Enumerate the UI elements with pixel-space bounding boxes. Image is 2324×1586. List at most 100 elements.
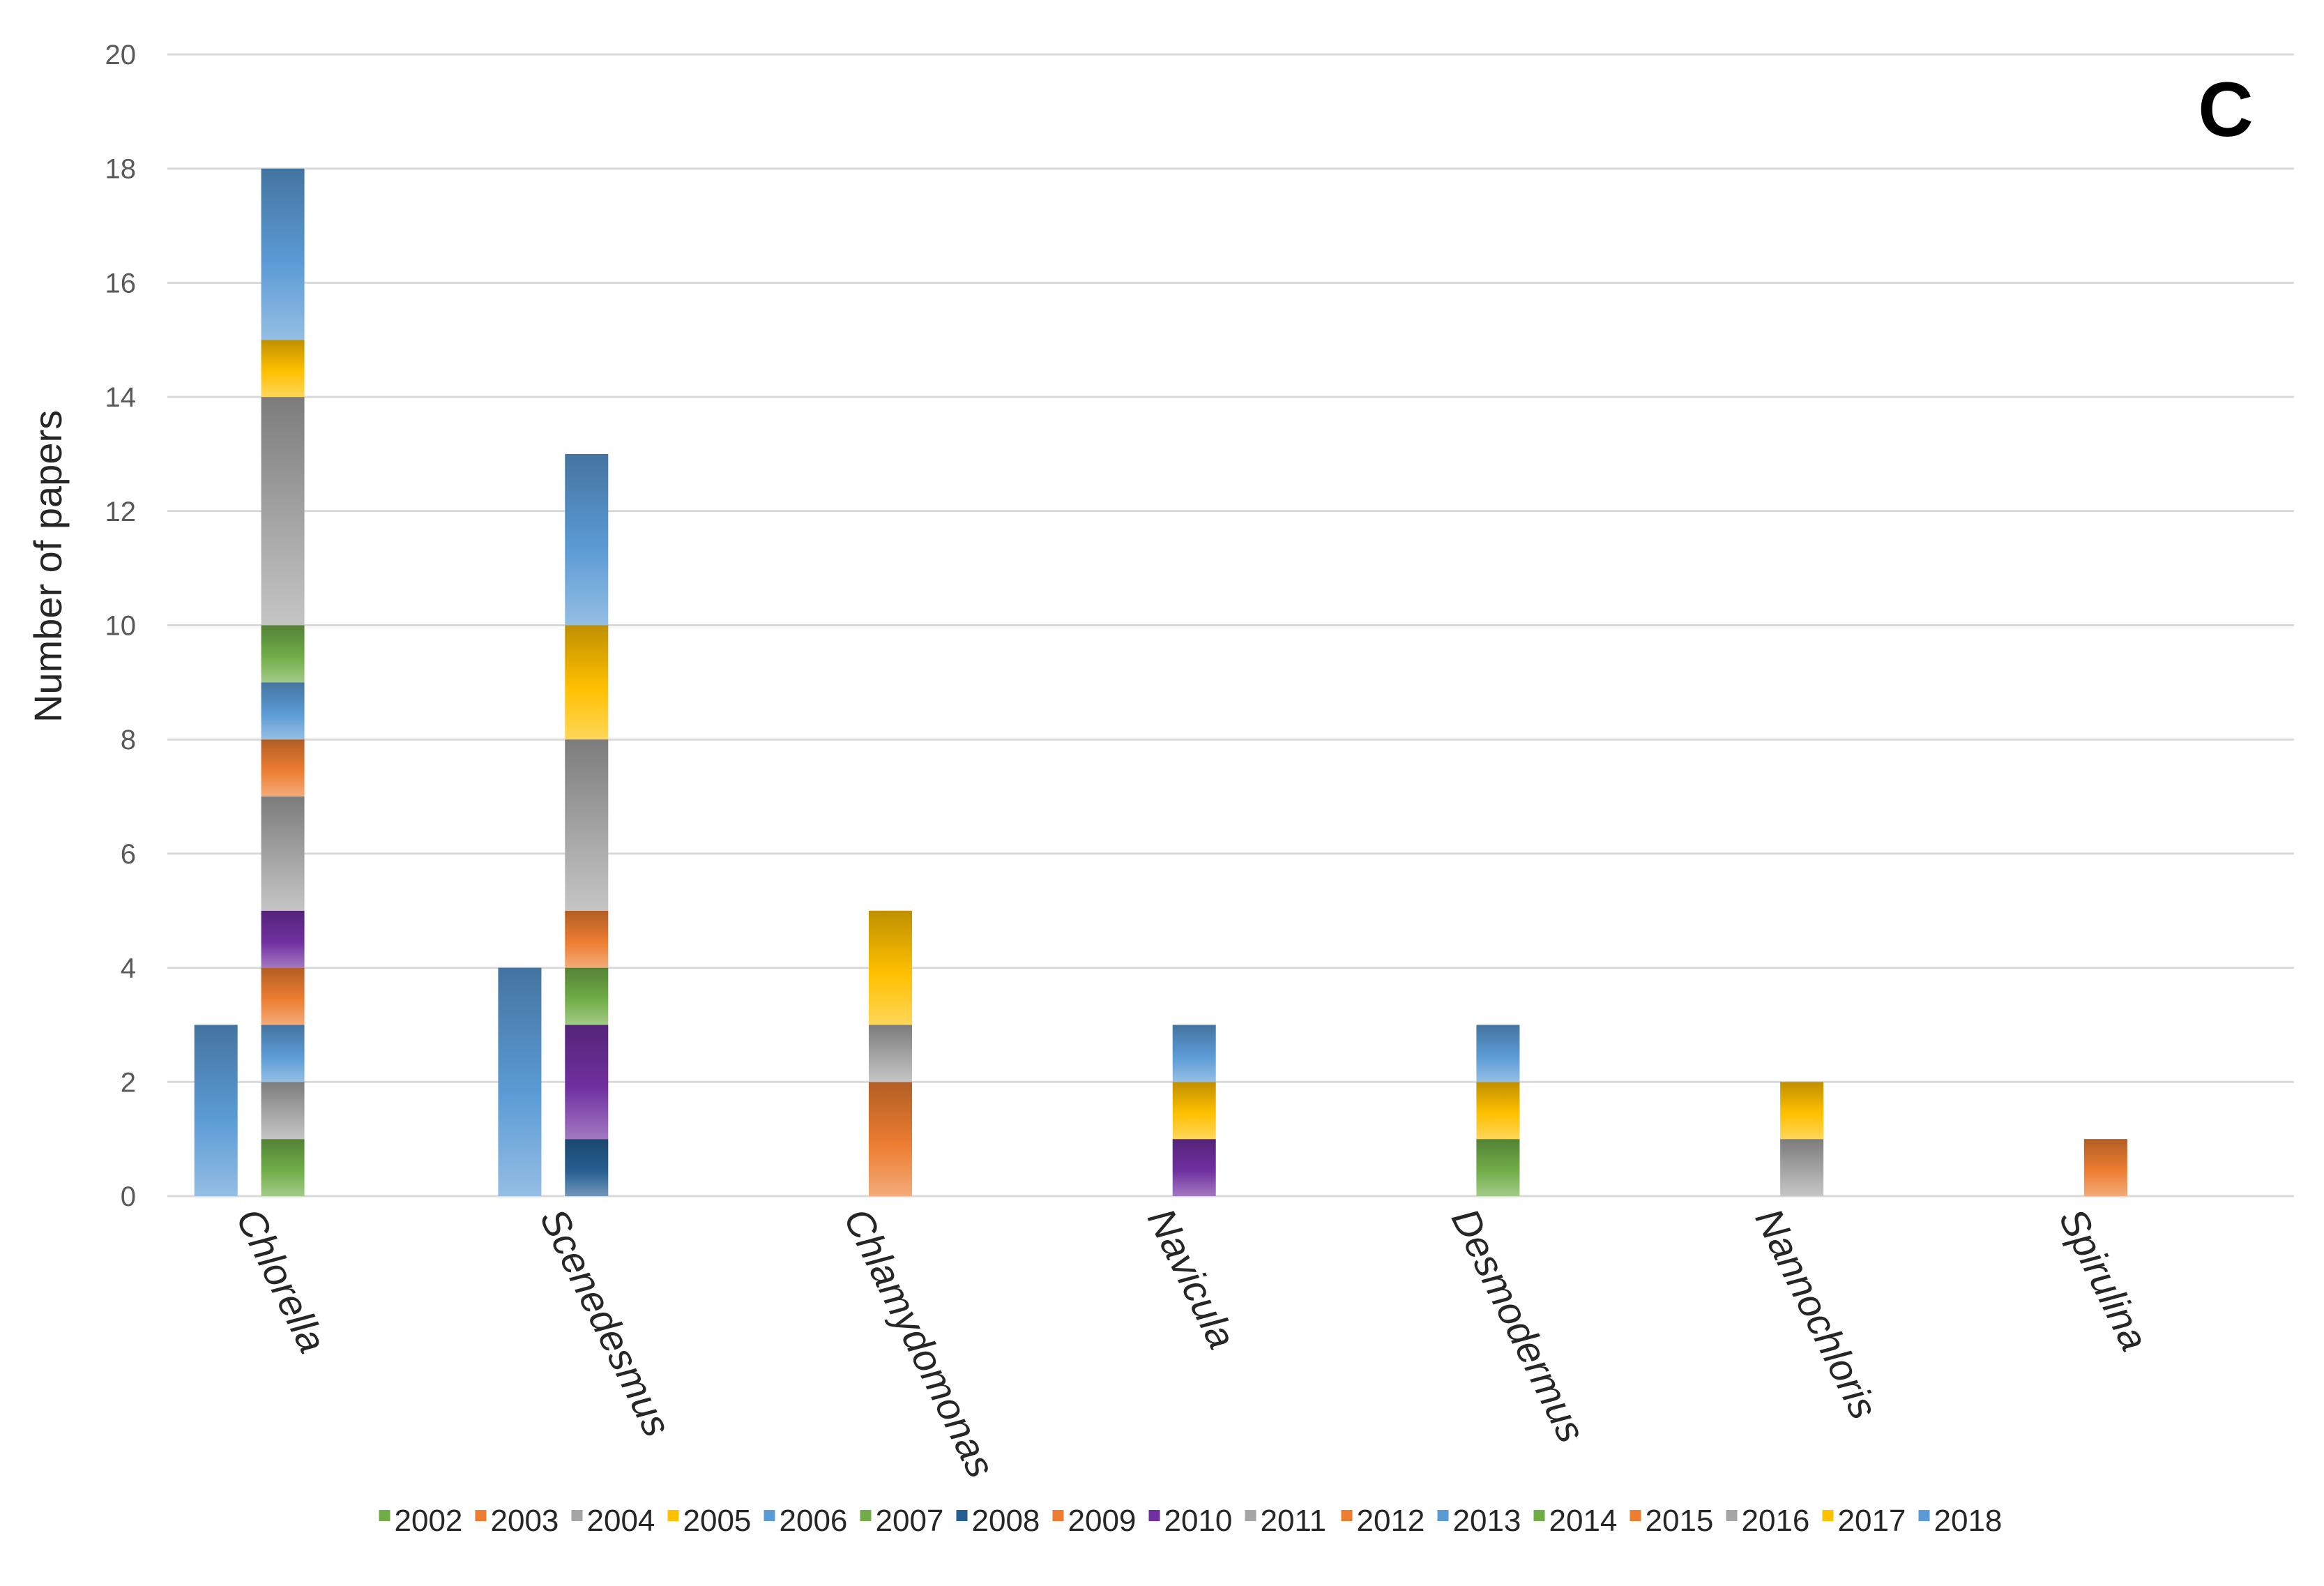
legend-swatch (1726, 1510, 1738, 1521)
y-tick-label: 10 (105, 611, 137, 642)
y-tick-label: 12 (105, 497, 137, 527)
bar-segment: Desmodermus 2007: 1 (1476, 1139, 1520, 1196)
legend-item: 2003 (475, 1504, 559, 1538)
bar-segment: Scenedesmus 2018: 3 (565, 453, 609, 626)
legend-item: 2005 (667, 1504, 752, 1538)
x-category-label: Scenedesmus (532, 1202, 680, 1444)
legend-label: 2006 (780, 1504, 848, 1538)
bar-segment: Chlorella 2013: 1 (261, 1025, 305, 1082)
bar-segment: Scenedesmus 2015: 1 (565, 910, 609, 968)
legend-label: 2013 (1453, 1504, 1521, 1538)
bar-segment: Navicula 2017: 1 (1172, 1082, 1216, 1140)
legend-item: 2013 (1437, 1504, 1521, 1538)
bar-segment: Scenedesmus 2008: 1 (565, 1139, 609, 1196)
bar-segment: Chlorella 2015: 1 (261, 967, 305, 1025)
bar-segment: Chlorella 2012: 1 (261, 739, 305, 797)
x-category-label: Chlamydomonas (835, 1202, 1003, 1484)
legend-swatch (571, 1510, 583, 1521)
legend-swatch (764, 1510, 775, 1521)
y-tick-label: 4 (121, 953, 136, 984)
bar-segment: Nannochloris 2011: 1 (1780, 1139, 1824, 1196)
bar-segment: Scenedesmus 2016: 3 (565, 739, 609, 911)
legend-swatch (860, 1510, 872, 1521)
panel-label: C (2198, 67, 2253, 153)
legend-label: 2011 (1261, 1504, 1327, 1538)
y-axis-ticks: 0 2 4 6 8 10 12 14 16 18 20 (105, 40, 137, 1212)
bar-segment: Chlorella 2011: 1 (261, 1082, 305, 1140)
bar-segment: Scenedesmus 2017: 2 (565, 625, 609, 740)
legend-label: 2004 (587, 1504, 655, 1538)
x-category-label: Chlorella (228, 1202, 335, 1359)
legend-swatch (1341, 1510, 1353, 1521)
legend-swatch (1437, 1510, 1449, 1521)
bar-segment: Scenedesmus 2006: 4 (498, 967, 542, 1196)
legend-item: 2012 (1341, 1504, 1425, 1538)
bar-segment: Scenedesmus 2014: 1 (565, 967, 609, 1025)
legend-label: 2009 (1068, 1504, 1137, 1538)
bar-segment: Chlamydomonas 2017: 2 (869, 910, 912, 1025)
bar-segment: Desmodermus 2017: 1 (1476, 1082, 1520, 1140)
x-category-label: Nannochloris (1747, 1202, 1886, 1426)
legend-label: 2010 (1164, 1504, 1233, 1538)
legend-label: 2015 (1646, 1504, 1714, 1538)
x-axis-labels: Chlorella Scenedesmus Chlamydomonas Navicul… (228, 1202, 2157, 1484)
legend-item: 2014 (1533, 1504, 1618, 1538)
legend-swatch (379, 1510, 390, 1521)
legend-item: 2004 (571, 1504, 655, 1538)
legend-label: 2017 (1838, 1504, 1906, 1538)
bar-segment: Navicula 2010: 1 (1172, 1139, 1216, 1196)
bar-segment: Chlorella 2007: 1 (261, 1139, 305, 1196)
legend-label: 2016 (1742, 1504, 1810, 1538)
legend-item: 2017 (1822, 1504, 1906, 1538)
y-tick-label: 16 (105, 268, 137, 299)
legend-label: 2005 (683, 1504, 752, 1538)
legend-swatch (1918, 1510, 1930, 1521)
bar-segment: Chlorella 2010: 1 (261, 910, 305, 968)
bar-segment: Chlamydomonas 2011: 1 (869, 1025, 912, 1082)
legend-label: 2012 (1357, 1504, 1425, 1538)
legend-item: 2011 (1245, 1504, 1327, 1538)
y-tick-label: 2 (121, 1067, 136, 1098)
legend-swatch (1630, 1510, 1641, 1521)
legend-item: 2010 (1148, 1504, 1233, 1538)
y-tick-label: 18 (105, 154, 137, 185)
legend-label: 2014 (1549, 1504, 1618, 1538)
legend-swatch (1533, 1510, 1545, 1521)
legend-item: 2007 (860, 1504, 944, 1538)
x-category-label: Spirulina (2051, 1202, 2157, 1357)
bar-segment: Spirulina 2009: 1 (2083, 1139, 2127, 1196)
legend-label: 2007 (876, 1504, 944, 1538)
legend-item: 2006 (764, 1504, 848, 1538)
bar-segment: Navicula 2018: 1 (1172, 1025, 1216, 1082)
bar-segment: Chlamydomonas 2009: 2 (869, 1082, 912, 1196)
bar-segment: Chlorella 2004: 4 (261, 397, 305, 626)
legend-swatch (1052, 1510, 1064, 1521)
y-tick-label: 8 (121, 725, 136, 755)
legend-item: 2002 (379, 1504, 463, 1538)
legend-label: 2003 (491, 1504, 559, 1538)
bar-segment: Nannochloris 2017: 1 (1780, 1082, 1824, 1140)
legend-swatch (667, 1510, 679, 1521)
bar-segment: Chlorella 2006: 3 (194, 1025, 238, 1196)
x-category-label: Desmodermus (1443, 1202, 1594, 1449)
x-category-label: Navicula (1139, 1202, 1245, 1356)
grid-layer (167, 53, 2294, 1198)
legend-item: 2018 (1918, 1504, 2002, 1538)
legend: 2002 2003 2004 2005 2006 2007 2008 2009 2010 2011… (379, 1504, 2002, 1538)
legend-label: 2008 (972, 1504, 1040, 1538)
y-axis-title: Number of papers (26, 410, 70, 723)
legend-swatch (1822, 1510, 1834, 1521)
legend-label: 2002 (395, 1504, 463, 1538)
legend-item: 2009 (1052, 1504, 1137, 1538)
y-tick-label: 20 (105, 40, 137, 70)
bar-segment: Chlorella 2018: 1 (261, 682, 305, 740)
bar-segment: Chlorella 2016: 2 (261, 796, 305, 911)
bars: Chlorella 2006: 3Chlorella 2007: 1Chlore… (194, 168, 2127, 1196)
bar-segment: Chlorella 2006: 3 (261, 168, 305, 340)
legend-item: 2008 (956, 1504, 1040, 1538)
legend-swatch (1148, 1510, 1160, 1521)
legend-swatch (1245, 1510, 1256, 1521)
legend-swatch (475, 1510, 487, 1521)
bar-segment: Scenedesmus 2010: 2 (565, 1025, 609, 1140)
